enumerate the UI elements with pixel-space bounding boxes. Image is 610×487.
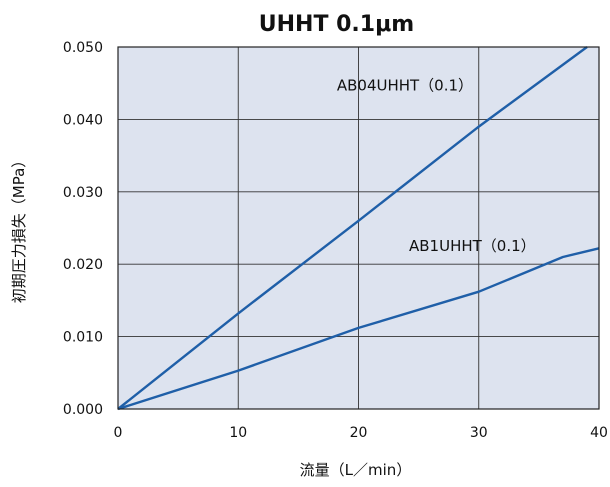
chart-title: UHHT 0.1μm: [259, 12, 414, 37]
y-tick-label: 0.040: [63, 112, 103, 128]
y-tick-labels: 0.000 0.010 0.020 0.030 0.040 0.050: [63, 40, 103, 418]
series-label-2: AB1UHHT（0.1）: [409, 237, 536, 255]
x-tick-label: 0: [114, 425, 123, 441]
x-tick-labels: 0 10 20 30 40: [114, 425, 608, 441]
y-axis-label: 初期圧力損失（MPa）: [10, 153, 28, 304]
y-tick-label: 0.030: [63, 185, 103, 201]
x-tick-label: 40: [590, 425, 608, 441]
x-tick-label: 30: [470, 425, 488, 441]
x-tick-label: 20: [350, 425, 368, 441]
x-axis-label: 流量（L／min）: [300, 461, 412, 479]
series-label-1: AB04UHHT（0.1）: [337, 76, 473, 94]
y-tick-label: 0.050: [63, 40, 103, 56]
y-tick-label: 0.000: [63, 402, 103, 418]
y-tick-label: 0.010: [63, 330, 103, 346]
y-tick-label: 0.020: [63, 257, 103, 273]
x-tick-label: 10: [229, 425, 247, 441]
